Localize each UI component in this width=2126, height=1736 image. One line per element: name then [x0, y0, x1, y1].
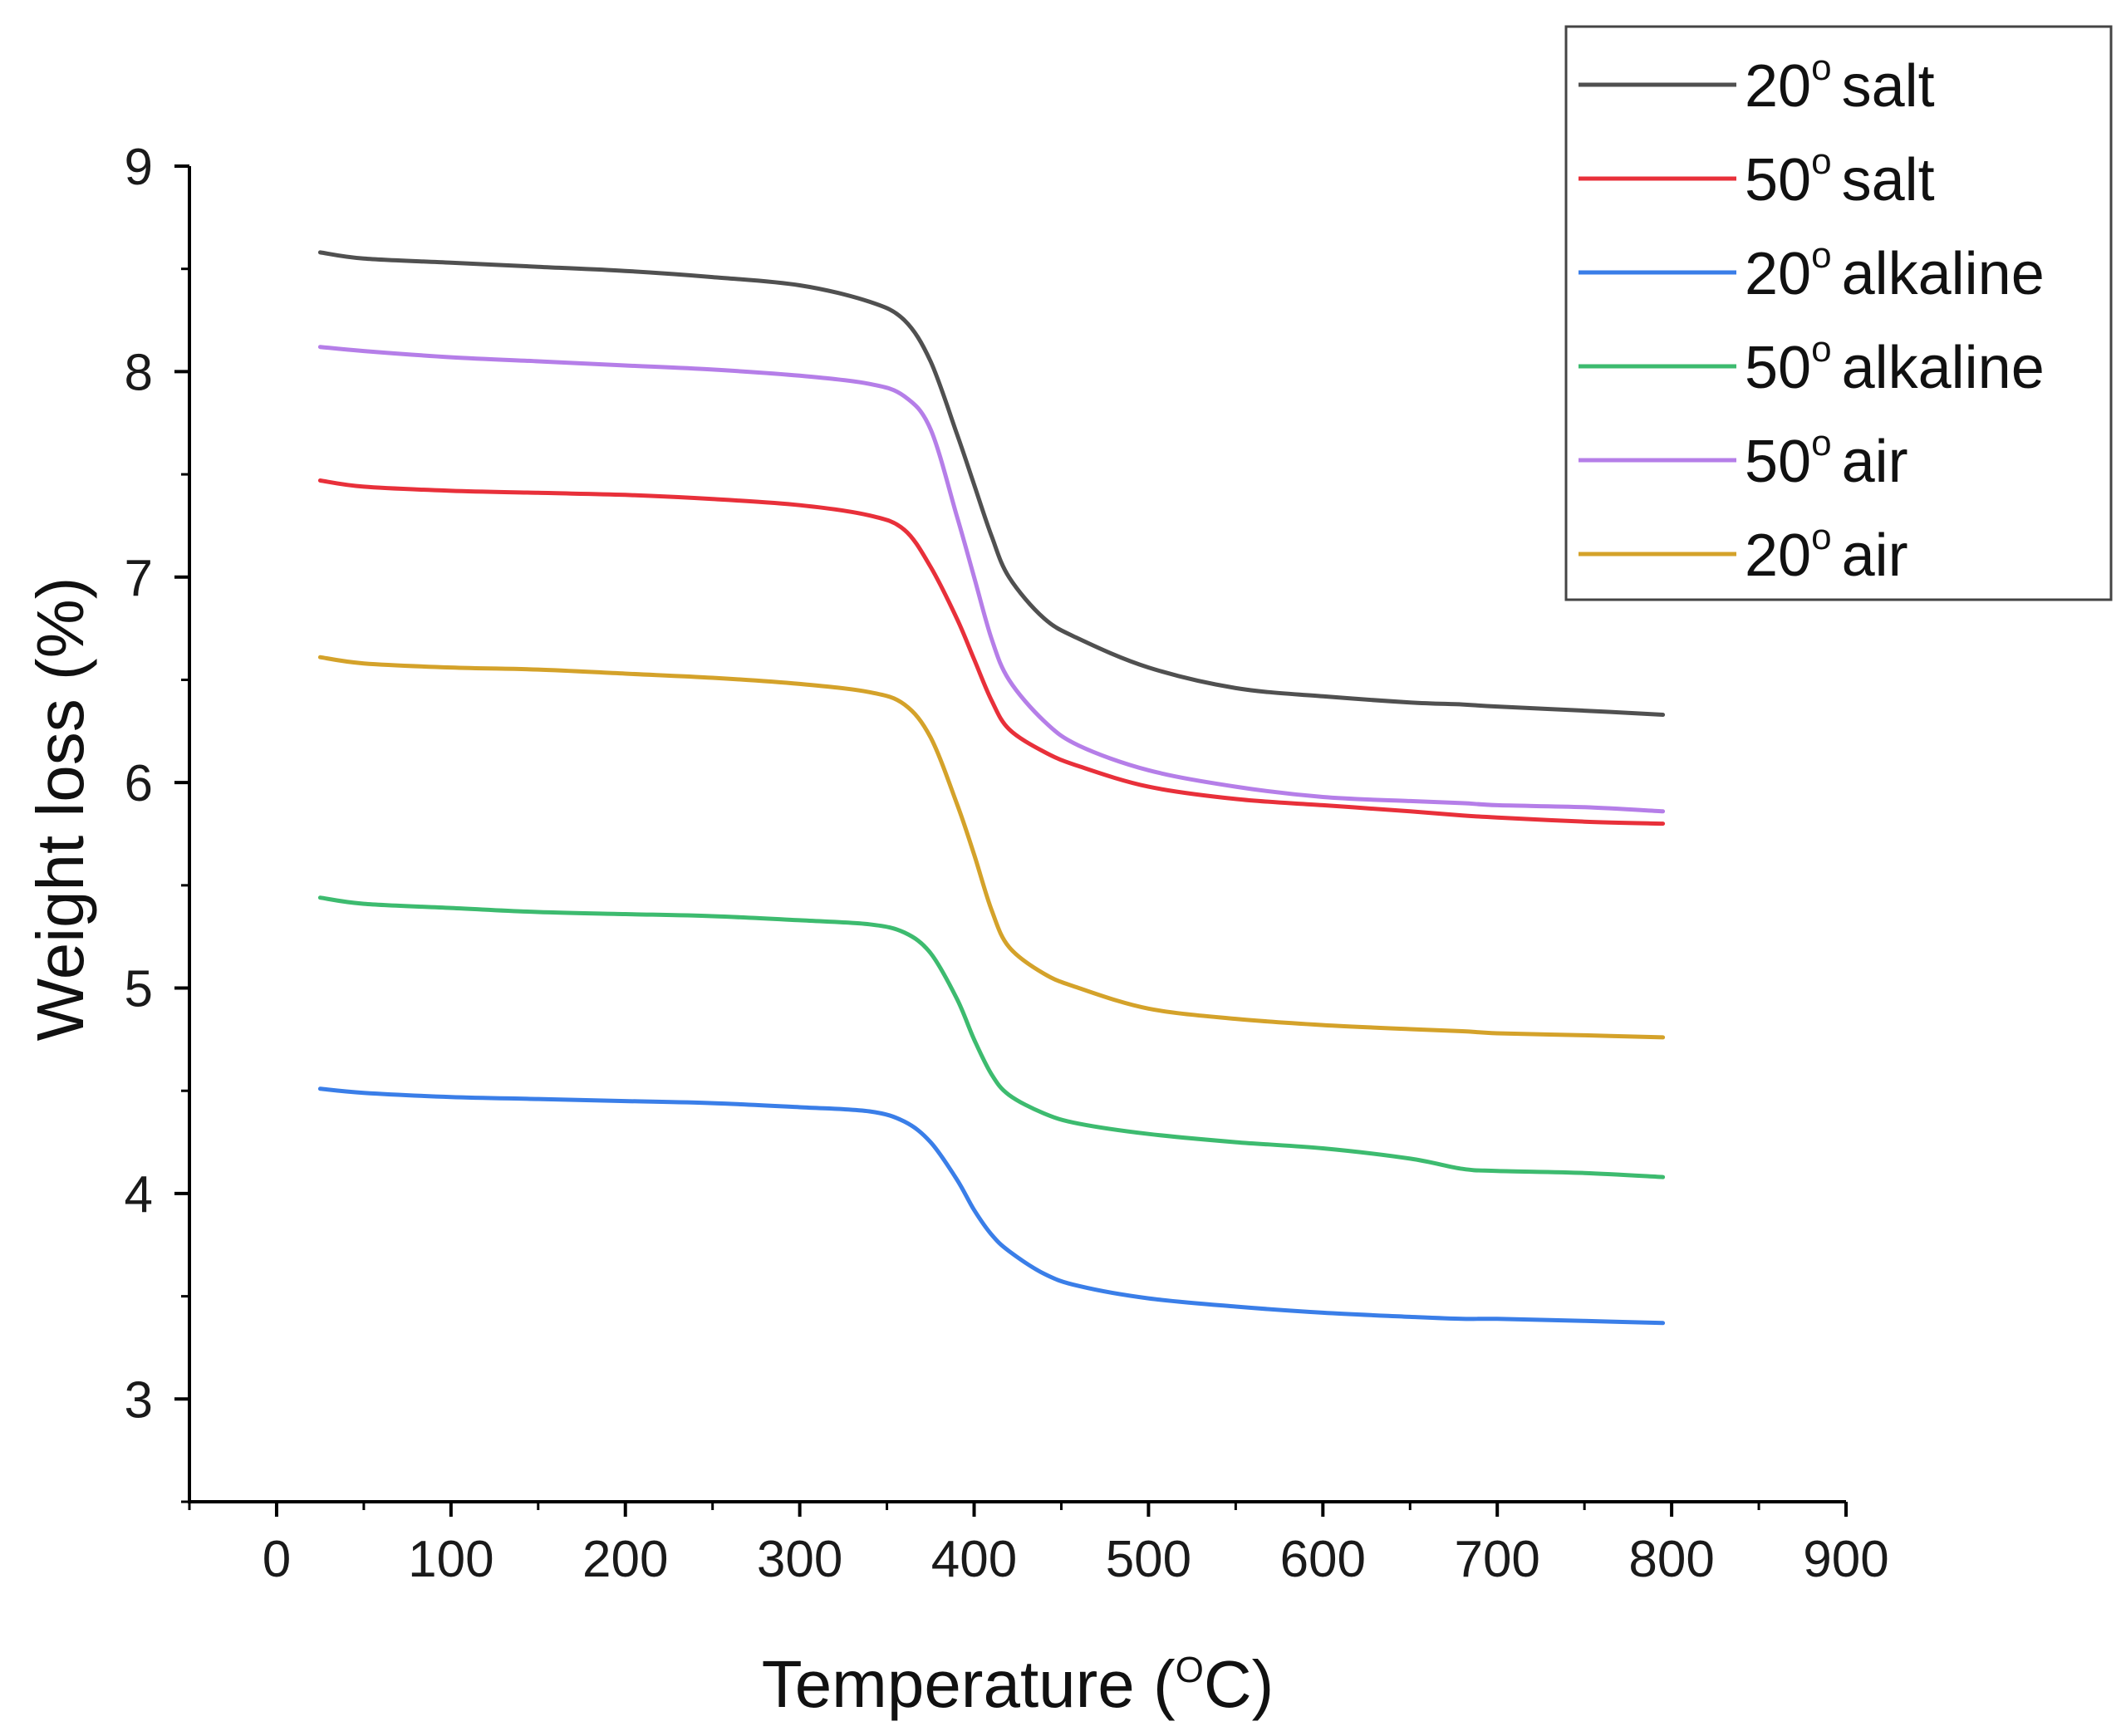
- y-tick-label: 3: [125, 1371, 153, 1429]
- y-tick-label: 5: [125, 961, 153, 1018]
- legend-label: 50o salt: [1745, 141, 1935, 213]
- y-axis-ticks: 3 4 5 6 7 8 9: [125, 139, 189, 1429]
- x-tick-label: 500: [1106, 1531, 1191, 1588]
- y-tick-label: 4: [125, 1166, 153, 1224]
- series-line-50-salt: [317, 478, 1666, 826]
- legend-entry: 50o air: [1579, 423, 1908, 495]
- legend-entry: 50o salt: [1579, 141, 1935, 213]
- x-tick-label: 800: [1628, 1531, 1714, 1588]
- legend: 20o salt 50o salt 20o alkaline 50o alkaline 50o a…: [1564, 25, 2113, 601]
- y-tick-label: 6: [125, 755, 153, 812]
- legend-label: 20o air: [1745, 517, 1908, 589]
- x-tick-label: 300: [757, 1531, 842, 1588]
- legend-entry: 20o salt: [1579, 47, 1935, 120]
- minor-ticks: [181, 267, 1760, 1510]
- series-line-20-salt: [317, 250, 1666, 717]
- plot-area: 0 100 200 300 400 500 600 700 800 900 3 4 5 6 7 8 9: [125, 139, 1889, 1588]
- x-tick-label: 200: [582, 1531, 668, 1588]
- y-tick-label: 7: [125, 550, 153, 607]
- y-tick-label: 8: [125, 344, 153, 401]
- series-line-20-air: [317, 655, 1666, 1040]
- legend-label: 20o alkaline: [1745, 235, 2045, 307]
- series-line-20-alkaline: [317, 1086, 1666, 1326]
- legend-items: 20o salt 50o salt 20o alkaline 50o alkaline 50o a…: [1579, 47, 2045, 589]
- x-tick-label: 400: [931, 1531, 1017, 1588]
- x-tick-label: 100: [408, 1531, 493, 1588]
- legend-label: 20o salt: [1745, 47, 1935, 120]
- x-tick-label: 600: [1280, 1531, 1366, 1588]
- legend-entry: 20o alkaline: [1579, 235, 2045, 307]
- y-tick-label: 9: [125, 139, 153, 196]
- x-axis-ticks: 0 100 200 300 400 500 600 700 800 900: [263, 1502, 1889, 1588]
- series-line-50-alkaline: [317, 895, 1666, 1179]
- x-tick-label: 0: [263, 1531, 291, 1588]
- legend-label: 50o alkaline: [1745, 329, 2045, 401]
- legend-box: [1564, 25, 2113, 601]
- x-tick-label: 700: [1454, 1531, 1539, 1588]
- legend-entry: 20o air: [1579, 517, 1908, 589]
- x-axis-title: Temperature (OC): [762, 1647, 1274, 1721]
- series-line-50-air: [317, 345, 1666, 814]
- legend-label: 50o air: [1745, 423, 1908, 495]
- legend-entry: 50o alkaline: [1579, 329, 2045, 401]
- series-lines: [317, 250, 1666, 1326]
- y-axis-title: Weight loss (%): [23, 577, 97, 1042]
- x-tick-label: 900: [1803, 1531, 1888, 1588]
